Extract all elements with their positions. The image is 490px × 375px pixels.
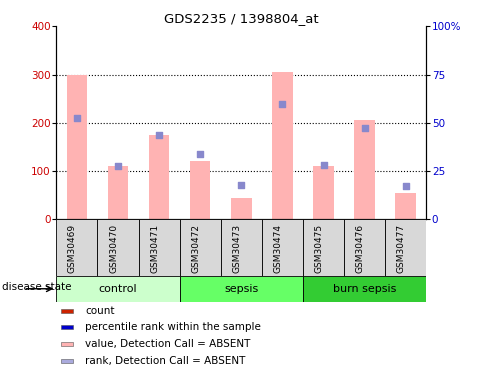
- Bar: [56, 219, 98, 276]
- Text: control: control: [98, 284, 137, 294]
- Text: GSM30472: GSM30472: [191, 224, 200, 273]
- Bar: [180, 219, 221, 276]
- Text: burn sepsis: burn sepsis: [333, 284, 396, 294]
- Text: GSM30476: GSM30476: [356, 224, 365, 273]
- Bar: [108, 166, 128, 219]
- Text: count: count: [85, 306, 115, 316]
- Text: GSM30469: GSM30469: [68, 224, 77, 273]
- Point: [238, 182, 245, 188]
- Bar: [262, 219, 303, 276]
- Text: sepsis: sepsis: [224, 284, 258, 294]
- Text: GSM30474: GSM30474: [273, 224, 282, 273]
- Bar: [344, 219, 385, 276]
- Bar: [303, 276, 426, 302]
- Bar: [98, 219, 139, 276]
- Text: percentile rank within the sample: percentile rank within the sample: [85, 322, 261, 332]
- Bar: [221, 219, 262, 276]
- Text: rank, Detection Call = ABSENT: rank, Detection Call = ABSENT: [85, 356, 246, 366]
- Text: GSM30475: GSM30475: [315, 224, 323, 273]
- Text: GSM30473: GSM30473: [232, 224, 242, 273]
- Text: GSM30470: GSM30470: [109, 224, 118, 273]
- Bar: [61, 309, 73, 313]
- Bar: [61, 342, 73, 346]
- Point: [319, 162, 327, 168]
- Bar: [272, 72, 293, 219]
- Bar: [190, 161, 211, 219]
- Bar: [385, 219, 426, 276]
- Title: GDS2235 / 1398804_at: GDS2235 / 1398804_at: [164, 12, 318, 25]
- Bar: [56, 276, 180, 302]
- Bar: [61, 359, 73, 363]
- Bar: [354, 120, 375, 219]
- Bar: [149, 135, 170, 219]
- Point: [361, 124, 368, 130]
- Text: value, Detection Call = ABSENT: value, Detection Call = ABSENT: [85, 339, 251, 349]
- Point: [278, 102, 286, 108]
- Point: [73, 115, 81, 121]
- Text: GSM30477: GSM30477: [397, 224, 406, 273]
- Bar: [139, 219, 180, 276]
- Bar: [313, 166, 334, 219]
- Bar: [180, 276, 303, 302]
- Point: [196, 151, 204, 157]
- Bar: [303, 219, 344, 276]
- Text: GSM30471: GSM30471: [150, 224, 159, 273]
- Bar: [395, 193, 416, 219]
- Point: [114, 163, 122, 169]
- Bar: [231, 198, 251, 219]
- Bar: [67, 75, 87, 219]
- Point: [402, 183, 410, 189]
- Text: disease state: disease state: [2, 282, 72, 292]
- Point: [155, 132, 163, 138]
- Bar: [61, 325, 73, 329]
